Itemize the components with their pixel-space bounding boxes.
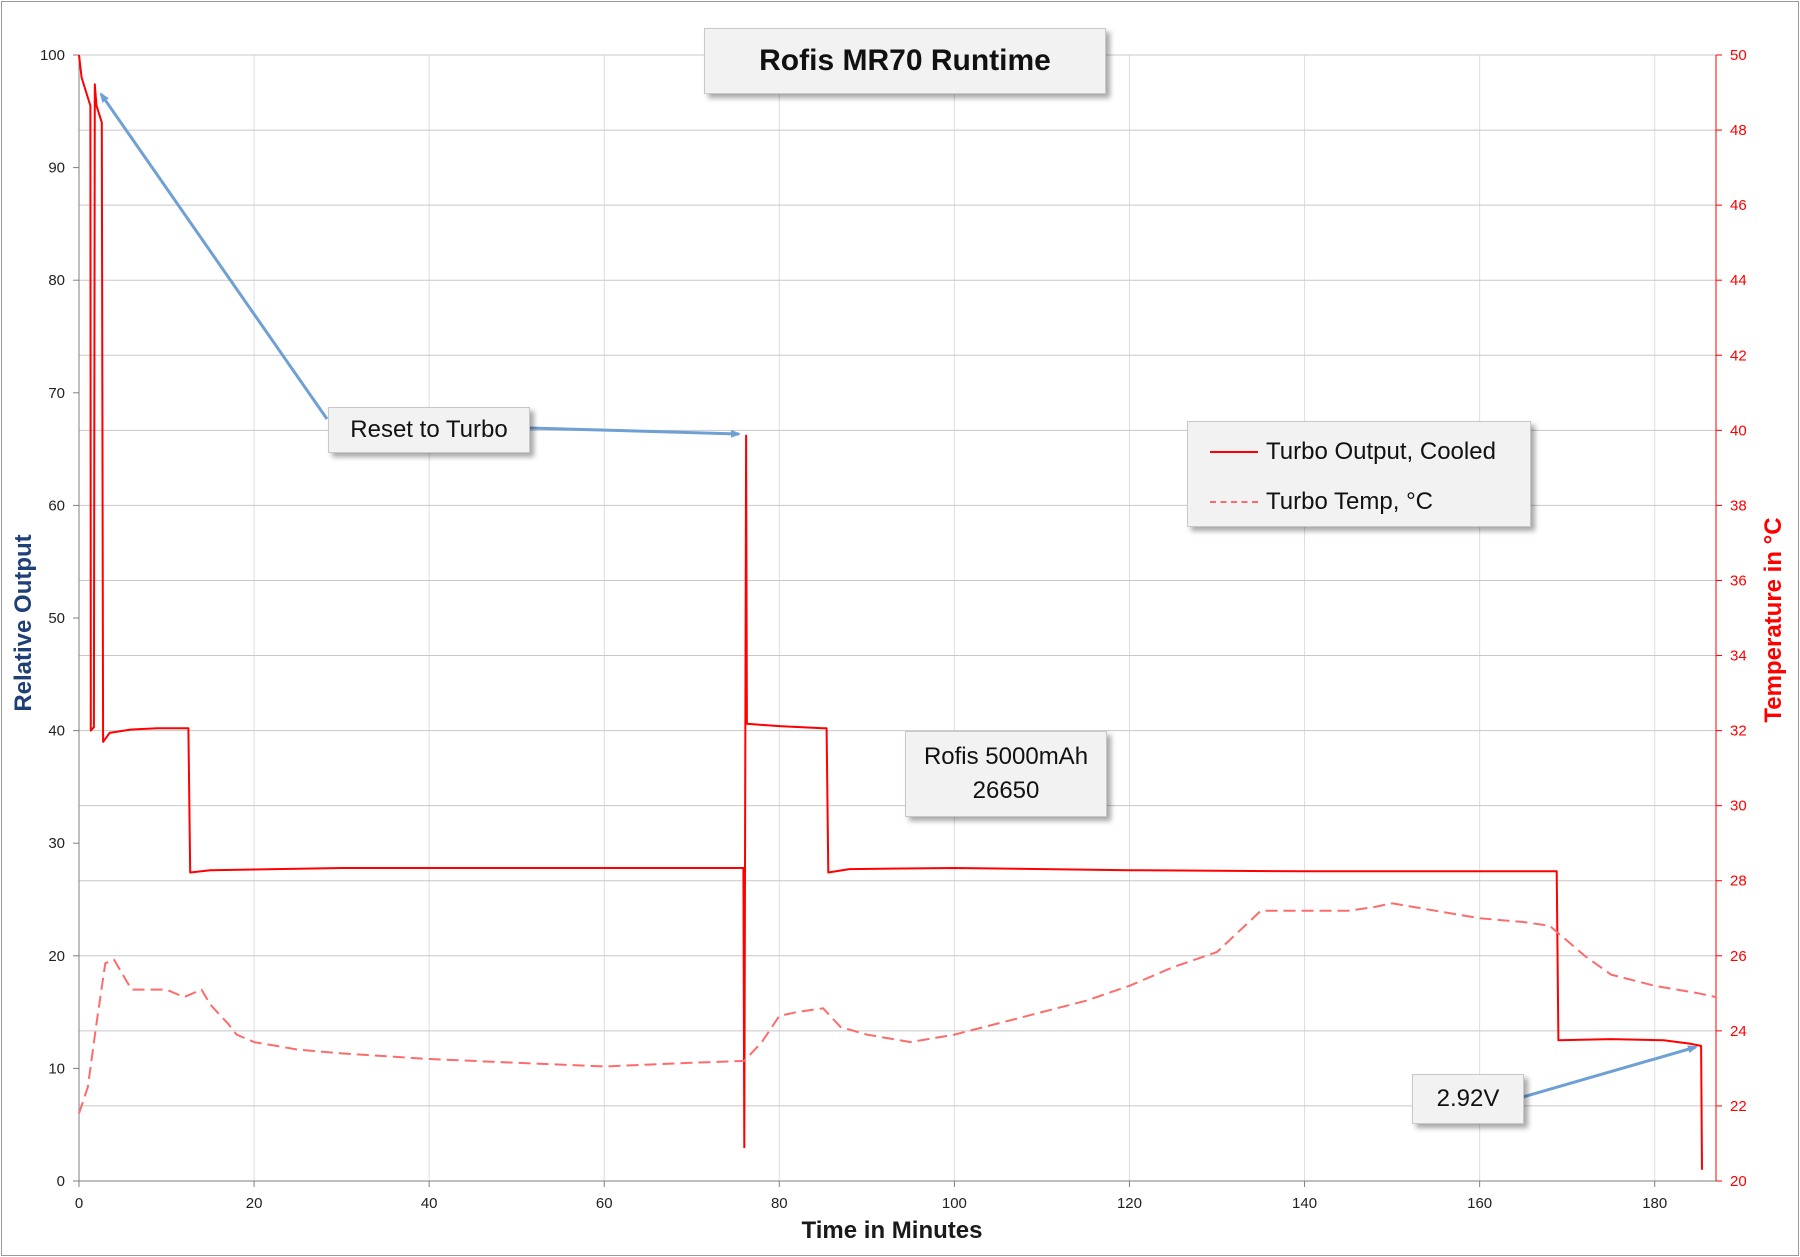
y-tick-label: 30 — [48, 835, 65, 852]
annotation-reset-to-turbo: Reset to Turbo — [328, 407, 530, 453]
y2-tick-label: 30 — [1730, 798, 1747, 815]
y2-tick-label: 24 — [1730, 1023, 1747, 1040]
x-tick-label: 0 — [75, 1195, 83, 1212]
y2-tick-label: 36 — [1730, 572, 1747, 589]
annotation-battery: Rofis 5000mAh 26650 — [905, 731, 1107, 817]
y2-tick-label: 28 — [1730, 873, 1747, 890]
y-tick-label: 90 — [48, 160, 65, 177]
y2-tick-label: 22 — [1730, 1098, 1747, 1115]
y2-tick-label: 26 — [1730, 948, 1747, 965]
output-line — [78, 54, 1703, 1170]
annotation-battery-line1: Rofis 5000mAh — [923, 743, 1089, 770]
temperature-line — [78, 902, 1717, 1114]
annotation-battery-line2: 26650 — [972, 777, 1040, 804]
axes: 0 20 40 60 80 100 120 140 160 180 0 10 20 30 40 50 60 70 8… — [40, 47, 1747, 1212]
arrow-to-initial-reset — [99, 92, 329, 420]
legend-swatch-dashed — [1210, 501, 1258, 503]
legend-item-output: Turbo Output, Cooled — [1210, 438, 1496, 466]
y2-tick-label: 42 — [1730, 347, 1747, 364]
x-tick-label: 20 — [246, 1195, 263, 1212]
x-tick-label: 160 — [1467, 1195, 1492, 1212]
legend-item-temp: Turbo Temp, °C — [1210, 488, 1433, 516]
y2-tick-label: 48 — [1730, 122, 1747, 139]
x-axis-title: Time in Minutes — [802, 1217, 983, 1244]
y2-tick-label: 50 — [1730, 47, 1747, 64]
x-tick-label: 60 — [596, 1195, 613, 1212]
legend-label-output: Turbo Output, Cooled — [1266, 438, 1496, 465]
y2-tick-label: 32 — [1730, 723, 1747, 740]
x-tick-label: 100 — [942, 1195, 967, 1212]
y-tick-label: 40 — [48, 723, 65, 740]
arrow-to-cutoff — [1522, 1045, 1698, 1099]
x-tick-label: 120 — [1117, 1195, 1142, 1212]
y-tick-label: 80 — [48, 272, 65, 289]
y2-tick-label: 20 — [1730, 1173, 1747, 1190]
y2-tick-label: 34 — [1730, 648, 1747, 665]
left-axis-title: Relative Output — [10, 534, 37, 711]
y2-tick-label: 40 — [1730, 422, 1747, 439]
y-tick-label: 50 — [48, 610, 65, 627]
y2-tick-label: 44 — [1730, 272, 1747, 289]
arrow-to-second-reset — [528, 426, 741, 438]
annotation-arrows — [99, 92, 1698, 1099]
x-tick-label: 80 — [771, 1195, 788, 1212]
y-tick-label: 20 — [48, 948, 65, 965]
right-axis-title: Temperature in °C — [1760, 517, 1787, 722]
y-tick-label: 10 — [48, 1060, 65, 1077]
y-tick-label: 70 — [48, 385, 65, 402]
series-lines — [78, 54, 1717, 1170]
legend: Turbo Output, Cooled Turbo Temp, °C — [1187, 421, 1531, 527]
legend-swatch-solid — [1210, 451, 1258, 453]
y-tick-label: 0 — [57, 1173, 65, 1190]
y2-tick-label: 46 — [1730, 197, 1747, 214]
gridlines — [78, 54, 1716, 1182]
y-tick-label: 60 — [48, 497, 65, 514]
x-tick-label: 180 — [1642, 1195, 1667, 1212]
chart-title: Rofis MR70 Runtime — [704, 28, 1106, 94]
y2-tick-label: 38 — [1730, 497, 1747, 514]
annotation-cutoff-voltage: 2.92V — [1412, 1074, 1524, 1124]
legend-label-temp: Turbo Temp, °C — [1266, 488, 1433, 515]
x-tick-label: 140 — [1292, 1195, 1317, 1212]
x-tick-label: 40 — [421, 1195, 438, 1212]
y-tick-label: 100 — [40, 47, 65, 64]
